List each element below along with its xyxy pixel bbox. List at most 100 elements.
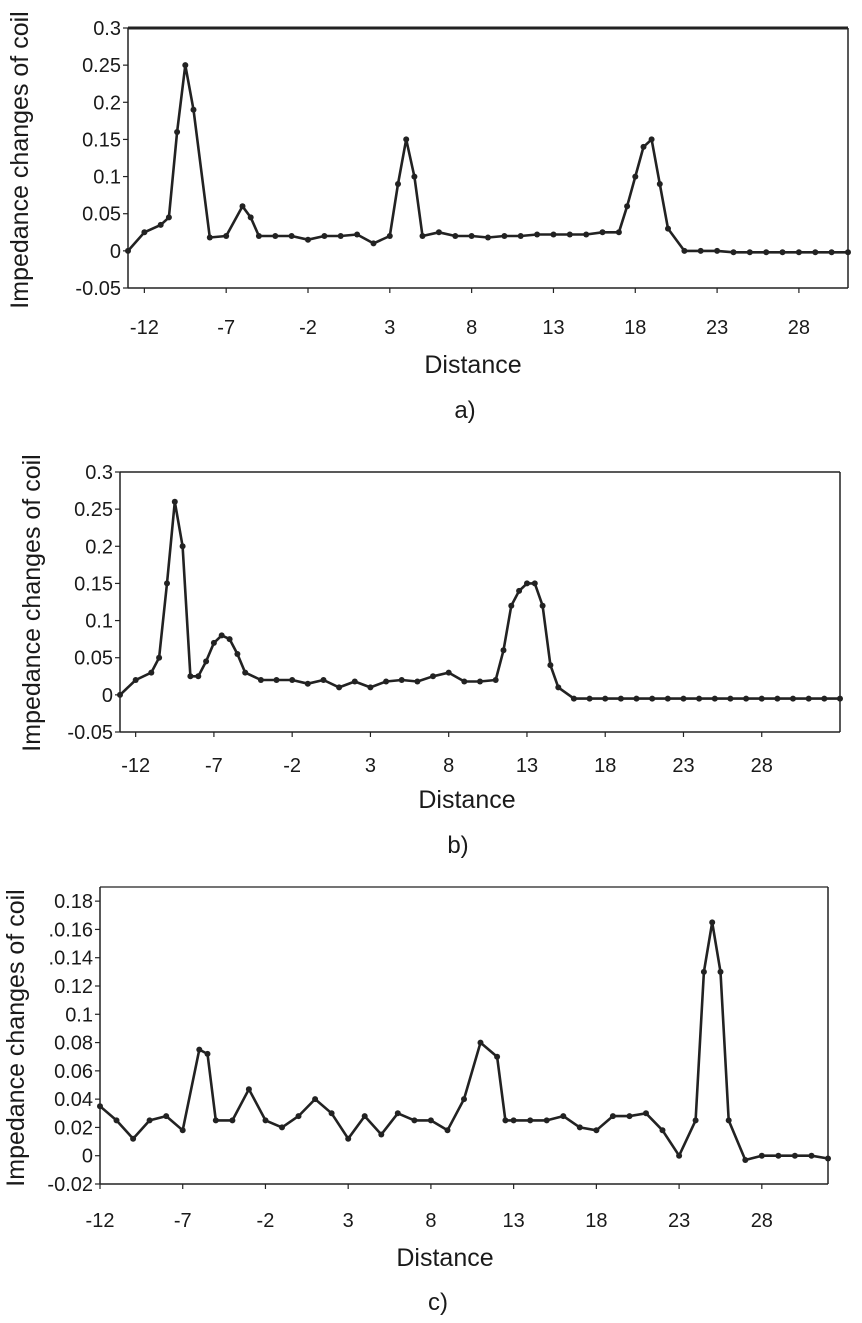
data-point bbox=[485, 234, 491, 241]
data-point bbox=[398, 677, 405, 683]
data-point bbox=[427, 1117, 434, 1124]
data-point bbox=[156, 654, 163, 661]
data-point bbox=[165, 214, 172, 221]
data-point bbox=[395, 181, 401, 187]
x-tick-label: -2 bbox=[283, 755, 301, 777]
x-tick-label: 13 bbox=[516, 755, 538, 777]
y-tick-label: 0 bbox=[102, 685, 113, 707]
data-point bbox=[774, 695, 781, 702]
data-point bbox=[305, 236, 311, 243]
y-tick-label: .0.16 bbox=[49, 919, 93, 941]
data-point bbox=[524, 580, 530, 587]
data-point bbox=[534, 231, 541, 238]
data-point bbox=[821, 695, 828, 702]
chart-b: Impedance changes of coil -0.05 0 0.05 0.1 0… bbox=[18, 454, 843, 859]
data-point bbox=[403, 136, 410, 143]
data-point bbox=[593, 1127, 600, 1134]
data-point bbox=[681, 247, 688, 254]
data-point bbox=[714, 247, 721, 254]
data-point bbox=[182, 62, 189, 69]
data-point bbox=[179, 543, 186, 550]
data-point bbox=[351, 678, 358, 685]
data-point bbox=[743, 695, 750, 702]
data-point bbox=[394, 1110, 401, 1117]
data-point bbox=[272, 233, 279, 239]
data-point bbox=[517, 233, 524, 239]
y-tick-label: 0.02 bbox=[54, 1117, 93, 1139]
data-point bbox=[763, 249, 770, 256]
data-point bbox=[566, 231, 573, 238]
data-point bbox=[624, 203, 631, 210]
data-point bbox=[218, 632, 225, 639]
chart-caption: a) bbox=[454, 397, 475, 424]
data-point bbox=[179, 1127, 186, 1134]
x-tick-label: 18 bbox=[624, 317, 646, 339]
data-point bbox=[210, 639, 217, 646]
data-point bbox=[676, 1152, 683, 1159]
x-tick-label: -12 bbox=[121, 755, 150, 777]
data-point bbox=[354, 231, 361, 238]
x-tick-label: 3 bbox=[384, 317, 395, 339]
data-point bbox=[828, 249, 835, 256]
data-point bbox=[632, 173, 639, 180]
data-point bbox=[273, 677, 280, 683]
data-point bbox=[336, 684, 343, 691]
data-point bbox=[414, 678, 421, 685]
data-point bbox=[203, 658, 210, 665]
data-point bbox=[560, 1113, 567, 1120]
data-point bbox=[321, 233, 328, 239]
data-point bbox=[157, 221, 164, 228]
data-point bbox=[445, 669, 452, 676]
data-point bbox=[649, 695, 656, 702]
y-tick-label: .0.14 bbox=[49, 948, 93, 970]
data-point bbox=[680, 695, 687, 702]
data-point bbox=[190, 106, 197, 113]
data-point bbox=[758, 1152, 765, 1159]
y-tick-label: 0.25 bbox=[74, 499, 113, 521]
x-tick-label: -2 bbox=[299, 317, 317, 339]
x-tick-label: 3 bbox=[343, 1210, 354, 1232]
data-point bbox=[648, 136, 655, 143]
data-point bbox=[845, 249, 851, 256]
data-point bbox=[583, 231, 590, 238]
data-point bbox=[130, 1135, 137, 1142]
x-tick-label: 13 bbox=[542, 317, 564, 339]
data-point bbox=[492, 677, 499, 683]
data-point bbox=[543, 1117, 550, 1124]
y-tick-label: -0.05 bbox=[75, 278, 121, 300]
data-point bbox=[531, 580, 538, 587]
y-tick-label: 0.15 bbox=[82, 129, 121, 151]
data-point bbox=[599, 229, 606, 236]
data-point bbox=[586, 695, 593, 702]
data-point bbox=[727, 695, 734, 702]
y-tick-label: 0.1 bbox=[65, 1004, 93, 1026]
data-point bbox=[602, 695, 609, 702]
data-point bbox=[633, 695, 640, 702]
data-point bbox=[477, 1039, 484, 1046]
data-point bbox=[746, 249, 753, 256]
data-point bbox=[204, 1050, 211, 1057]
y-tick-label: -0.05 bbox=[67, 722, 113, 744]
data-point bbox=[223, 233, 230, 239]
data-point bbox=[378, 1131, 385, 1138]
x-tick-label: 18 bbox=[594, 755, 616, 777]
data-point bbox=[148, 669, 155, 676]
series-line bbox=[127, 63, 848, 254]
y-tick-label: 0.12 bbox=[54, 976, 93, 998]
x-tick-label: 23 bbox=[672, 755, 694, 777]
chart-caption: c) bbox=[428, 1289, 448, 1316]
x-tick-label: -12 bbox=[86, 1210, 115, 1232]
data-point bbox=[711, 695, 718, 702]
data-point bbox=[547, 662, 554, 669]
y-tick-label: 0 bbox=[110, 241, 121, 263]
data-point bbox=[245, 1086, 252, 1093]
x-tick-label: 18 bbox=[585, 1210, 607, 1232]
x-tick-label: 8 bbox=[443, 755, 454, 777]
chart-caption: b) bbox=[447, 832, 468, 859]
data-point bbox=[196, 1046, 203, 1053]
data-point bbox=[226, 636, 233, 643]
data-point bbox=[212, 1117, 219, 1124]
x-tick-label: -7 bbox=[174, 1210, 192, 1232]
data-point bbox=[262, 1117, 269, 1124]
chart-a: Impedance changes of coil -0.05 0 0.05 0.1 0… bbox=[6, 11, 851, 424]
